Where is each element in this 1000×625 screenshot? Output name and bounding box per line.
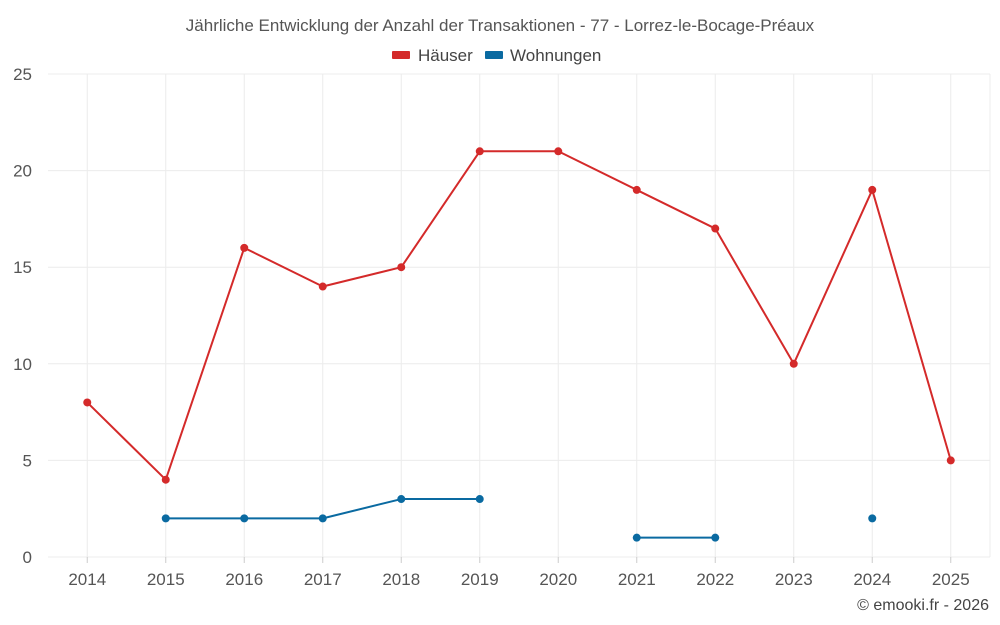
y-tick-label: 10 <box>13 355 32 374</box>
x-axis: 2014 2015 2016 2017 2018 2019 2020 2021 2022 2023… <box>68 557 970 589</box>
data-point-wohnungen[interactable] <box>868 514 877 523</box>
data-point-h-user[interactable] <box>868 185 877 194</box>
data-point-h-user[interactable] <box>161 475 170 484</box>
legend: Häuser Wohnungen <box>392 46 601 65</box>
x-tick-label: 2019 <box>461 570 499 589</box>
series-group <box>83 147 955 542</box>
x-tick-label: 2022 <box>696 570 734 589</box>
data-point-wohnungen[interactable] <box>397 495 406 504</box>
legend-label[interactable]: Häuser <box>418 46 473 65</box>
data-point-h-user[interactable] <box>318 282 327 291</box>
data-point-h-user[interactable] <box>711 224 720 233</box>
data-point-wohnungen[interactable] <box>161 514 170 523</box>
data-point-h-user[interactable] <box>240 243 249 252</box>
data-point-h-user[interactable] <box>632 185 641 194</box>
legend-label[interactable]: Wohnungen <box>510 46 601 65</box>
x-tick-label: 2018 <box>382 570 420 589</box>
data-point-h-user[interactable] <box>554 147 563 156</box>
x-tick-label: 2025 <box>932 570 970 589</box>
data-point-h-user[interactable] <box>789 359 798 368</box>
data-point-h-user[interactable] <box>397 263 406 272</box>
legend-swatch <box>392 51 410 59</box>
data-point-wohnungen[interactable] <box>632 533 641 542</box>
data-point-wohnungen[interactable] <box>318 514 327 523</box>
data-point-wohnungen[interactable] <box>711 533 720 542</box>
data-point-h-user[interactable] <box>475 147 484 156</box>
y-axis: 0 5 10 15 20 25 <box>13 65 32 567</box>
data-point-wohnungen[interactable] <box>475 495 484 504</box>
x-tick-label: 2024 <box>853 570 891 589</box>
y-tick-label: 20 <box>13 162 32 181</box>
x-tick-label: 2016 <box>225 570 263 589</box>
x-tick-label: 2015 <box>147 570 185 589</box>
y-tick-label: 25 <box>13 65 32 84</box>
series-line-h-user <box>86 150 952 481</box>
x-tick-label: 2014 <box>68 570 106 589</box>
y-tick-label: 15 <box>13 258 32 277</box>
grid <box>48 73 991 558</box>
chart-title: Jährliche Entwicklung der Anzahl der Tra… <box>186 16 815 35</box>
data-point-wohnungen[interactable] <box>240 514 249 523</box>
y-tick-label: 0 <box>23 548 32 567</box>
x-tick-label: 2023 <box>775 570 813 589</box>
x-tick-label: 2020 <box>539 570 577 589</box>
y-tick-label: 5 <box>23 451 32 470</box>
legend-swatch <box>485 51 503 59</box>
x-tick-label: 2021 <box>618 570 656 589</box>
data-point-h-user[interactable] <box>946 456 955 465</box>
x-tick-label: 2017 <box>304 570 342 589</box>
data-point-h-user[interactable] <box>83 398 92 407</box>
credit-text: © emooki.fr - 2026 <box>857 597 989 614</box>
